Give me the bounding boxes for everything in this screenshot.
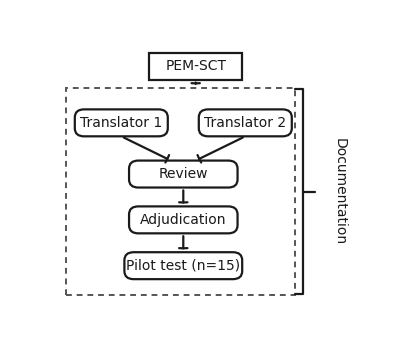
Text: Review: Review — [158, 167, 208, 181]
FancyBboxPatch shape — [149, 53, 242, 80]
FancyBboxPatch shape — [199, 110, 292, 136]
Text: Translator 1: Translator 1 — [80, 116, 162, 130]
Text: Pilot test (n=15): Pilot test (n=15) — [126, 259, 240, 273]
FancyBboxPatch shape — [129, 161, 238, 188]
Text: Documentation: Documentation — [333, 138, 347, 245]
Text: Translator 2: Translator 2 — [204, 116, 286, 130]
FancyBboxPatch shape — [124, 252, 242, 279]
Text: PEM-SCT: PEM-SCT — [165, 59, 226, 73]
Text: Adjudication: Adjudication — [140, 213, 226, 227]
FancyBboxPatch shape — [129, 206, 238, 233]
FancyBboxPatch shape — [75, 110, 168, 136]
